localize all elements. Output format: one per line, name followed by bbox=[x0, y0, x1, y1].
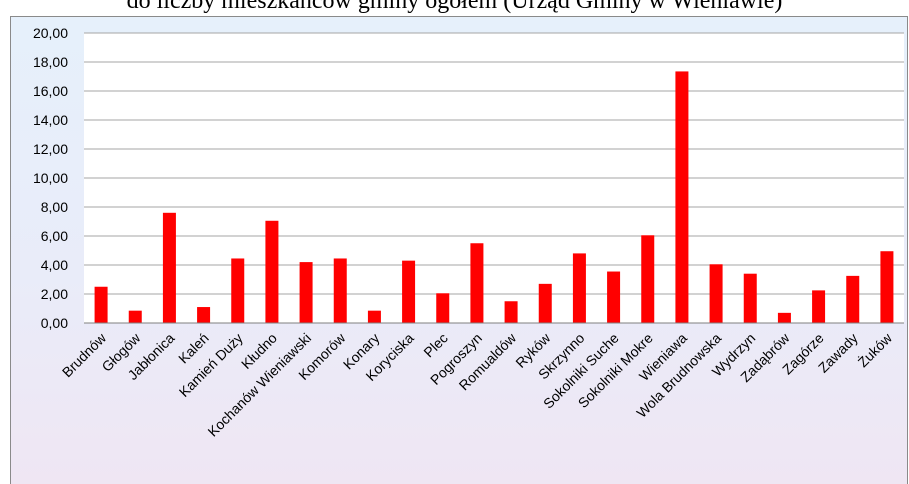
bar bbox=[95, 287, 108, 323]
x-tick-label: Żuków bbox=[854, 328, 896, 370]
bar bbox=[231, 258, 244, 323]
bar bbox=[607, 272, 620, 323]
y-tick-label: 10,00 bbox=[33, 170, 68, 186]
bar bbox=[300, 262, 313, 323]
bar bbox=[539, 284, 552, 323]
bar bbox=[812, 290, 825, 323]
y-tick-label: 8,00 bbox=[41, 199, 68, 215]
bar bbox=[505, 301, 518, 323]
y-tick-label: 6,00 bbox=[41, 228, 68, 244]
y-tick-label: 12,00 bbox=[33, 141, 68, 157]
bar bbox=[744, 274, 757, 323]
y-tick-label: 4,00 bbox=[41, 257, 68, 273]
bar bbox=[880, 251, 893, 323]
bar bbox=[470, 243, 483, 323]
y-tick-label: 14,00 bbox=[33, 112, 68, 128]
bar bbox=[163, 213, 176, 323]
bar bbox=[402, 261, 415, 323]
y-tick-label: 18,00 bbox=[33, 54, 68, 70]
y-tick-label: 16,00 bbox=[33, 83, 68, 99]
bar bbox=[368, 311, 381, 323]
bar bbox=[197, 307, 210, 323]
bar bbox=[846, 276, 859, 323]
bar bbox=[334, 258, 347, 323]
bar bbox=[129, 311, 142, 323]
bar bbox=[573, 253, 586, 323]
y-axis-tick-labels: 0,00 2,00 4,00 6,00 8,00 10,00 12,00 14,00 16,00… bbox=[33, 25, 68, 331]
y-tick-label: 2,00 bbox=[41, 286, 68, 302]
bar bbox=[265, 221, 278, 323]
y-tick-label: 0,00 bbox=[41, 315, 68, 331]
y-tick-label: 20,00 bbox=[33, 25, 68, 41]
bar bbox=[675, 71, 688, 323]
x-tick-label: Plec bbox=[420, 330, 451, 361]
x-tick-label: Brudnów bbox=[59, 329, 110, 380]
bar bbox=[436, 293, 449, 323]
bar bbox=[710, 264, 723, 323]
bar bbox=[641, 235, 654, 323]
bar bbox=[778, 313, 791, 323]
